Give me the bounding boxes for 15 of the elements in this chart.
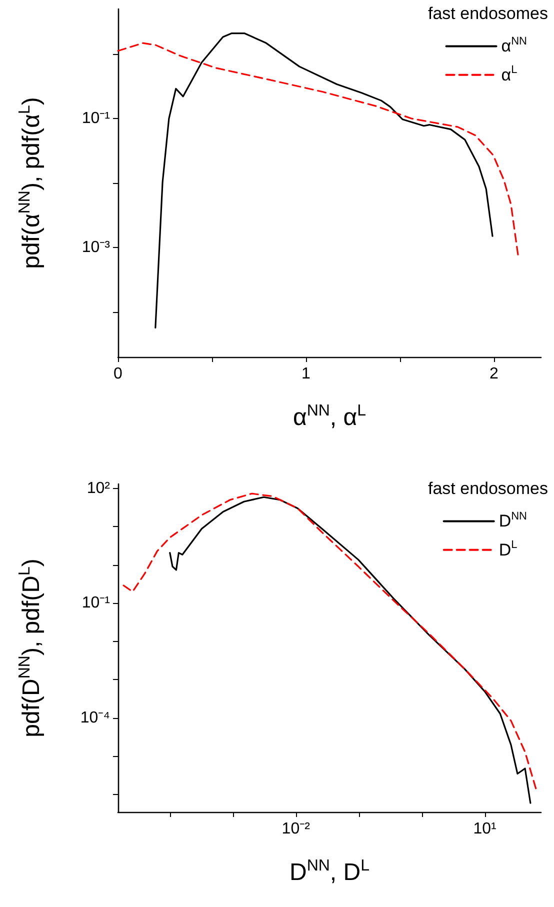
x-tick-label: 1 (302, 366, 311, 382)
y-tick-label: 10⁻¹ (82, 110, 110, 128)
x-tick-label: 10⁻² (282, 820, 311, 838)
legend-title: fast endosomes (428, 4, 548, 23)
x-tick-label: 0 (114, 366, 123, 382)
y-tick-label: 10⁻¹ (82, 594, 110, 612)
y-tick-label: 10⁻³ (82, 238, 111, 256)
y-tick-label: 10⁻⁴ (80, 710, 110, 727)
y-axis-title: pdf(DNN), pdf(DL) (16, 558, 46, 738)
y-axis-title: pdf(αNN), pdf(αL) (16, 97, 46, 269)
line-series (154, 32, 494, 328)
y-tick-label: 10² (86, 480, 111, 497)
x-tick-label: 2 (490, 366, 499, 382)
legend-title: fast endosomes (428, 479, 548, 498)
x-tick-label: 10¹ (473, 820, 496, 838)
